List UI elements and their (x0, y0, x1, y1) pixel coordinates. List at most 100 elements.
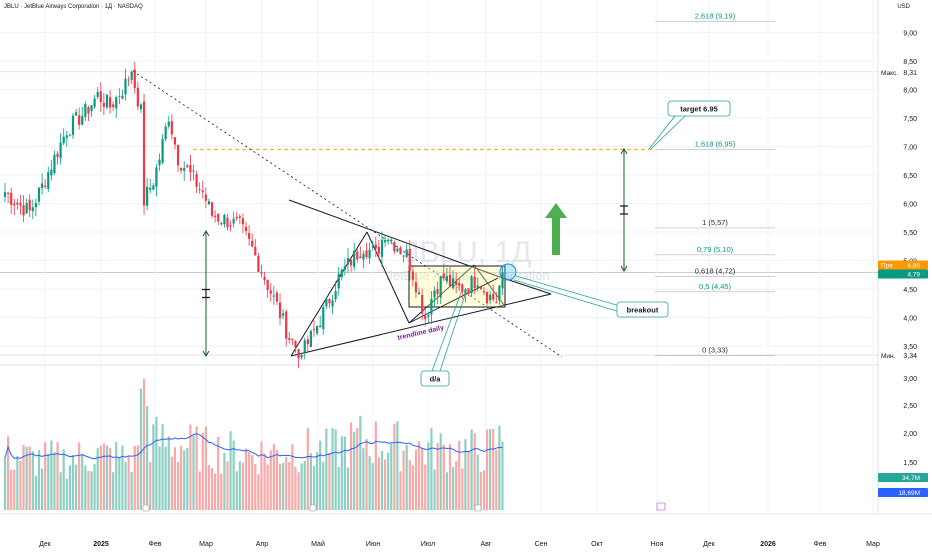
candle-body (108, 97, 112, 108)
volume-bar (269, 450, 272, 510)
volume-bar (248, 452, 251, 510)
min-label: Мин. (881, 353, 896, 360)
candle-body (158, 159, 161, 166)
time-tick-label: Фев (149, 541, 162, 548)
breakout-callout-text: breakout (627, 306, 659, 315)
time-axis-labels: Дек 2025 Фев Мар Апр Май Июн Июл Авг Сен Окт Ноя Дек… (39, 540, 880, 548)
candle-body (118, 96, 121, 98)
candle-body (368, 249, 371, 259)
drawing-tools[interactable] (132, 70, 628, 358)
fib-level-label: 2,618 (9,19) (695, 12, 736, 21)
price-scale-panel[interactable] (878, 0, 932, 514)
candle-body (470, 276, 473, 294)
volume-bar (37, 450, 41, 510)
consolidation-box[interactable] (408, 265, 506, 308)
candle-body (399, 247, 402, 254)
candle-body (312, 329, 316, 331)
candle-body (28, 199, 31, 211)
breakout-callout[interactable] (616, 301, 669, 318)
triangle-apex-line[interactable] (496, 275, 552, 295)
candle-body (365, 250, 368, 258)
zigzag-leg[interactable] (366, 231, 410, 324)
da-callout[interactable] (420, 370, 450, 387)
volume-bar (186, 447, 189, 510)
breakout-circle[interactable] (499, 263, 517, 281)
descending-trendline[interactable] (132, 70, 563, 358)
candle-body (81, 116, 84, 125)
candle-body (349, 259, 353, 266)
candle-body (359, 256, 362, 259)
candle-body (37, 187, 41, 202)
candle-body (146, 186, 149, 206)
watermark-symbol: JBLU, 1Д (404, 236, 531, 269)
volume-bar (198, 471, 201, 510)
triangle-lower-line[interactable] (290, 293, 552, 357)
target-callout-text: target 6.95 (680, 105, 718, 114)
volume-bar (118, 457, 121, 510)
candle-body (331, 300, 334, 307)
volume-bars (3, 378, 666, 512)
volume-bar (424, 464, 427, 510)
volume-bar (192, 435, 195, 510)
volume-bar (377, 457, 380, 510)
volume-bar (124, 461, 127, 510)
volume-bar (50, 440, 53, 510)
volume-bar (411, 465, 414, 510)
zigzag-leg[interactable] (290, 231, 368, 357)
target-callout[interactable] (667, 100, 731, 117)
candle-body (173, 137, 177, 145)
candle-body (229, 225, 232, 227)
candle-body (96, 92, 99, 97)
volume-bar (22, 444, 25, 510)
max-value: 8,31 (903, 70, 917, 77)
candle-body (25, 202, 28, 214)
candle-body (248, 232, 251, 239)
candle-body (74, 112, 78, 116)
candle-body (53, 154, 56, 174)
candle-body (136, 87, 139, 107)
candle-body (377, 246, 380, 254)
candle-body (6, 192, 10, 194)
time-tick-label: Апр (256, 541, 268, 548)
candle-body (291, 339, 294, 341)
candle-body (294, 341, 297, 348)
volume-bar (136, 445, 139, 510)
earnings-marker (309, 504, 317, 512)
volume-bar (19, 460, 22, 510)
time-tick-label: Фев (814, 541, 827, 548)
volume-bar (448, 444, 452, 510)
volume-bar (402, 450, 405, 510)
candle-body (204, 194, 207, 201)
candle-body (353, 250, 356, 267)
volume-bar (260, 441, 263, 510)
volume-bar (10, 469, 13, 510)
volume-bar (164, 446, 167, 510)
volume-bar (445, 472, 448, 510)
candle-body (455, 280, 458, 286)
volume-bar (282, 463, 285, 510)
fib-level-label: 1,618 (6,95) (695, 139, 736, 148)
candle-body (254, 246, 257, 256)
volume-bar (414, 449, 418, 510)
triangle-upper-line[interactable] (288, 199, 498, 277)
candle-body (328, 299, 331, 304)
bullish-arrow-icon (545, 203, 567, 255)
candle-body (235, 216, 238, 219)
volume-bar (16, 456, 19, 510)
fibonacci-extension[interactable]: 2,618 (9,19) 1,618 (6,95) 1 (5,57) 0,79 (5,… (193, 12, 775, 356)
volume-bar (152, 424, 155, 510)
volume-bar (291, 444, 294, 510)
volume-bar (25, 447, 28, 510)
volume-bar (464, 439, 467, 510)
candle-body (93, 98, 96, 107)
candle-body (214, 215, 217, 218)
measure-arrow-left-label-icon (202, 288, 210, 299)
volume-bar (349, 422, 353, 510)
currency-label: USD (897, 4, 910, 10)
volume-bar (266, 464, 269, 510)
measure-arrow-left-head-top (202, 230, 210, 237)
price-tick-label: 4,00 (903, 315, 917, 322)
inner-trendline[interactable] (408, 277, 499, 324)
volume-bar (254, 463, 257, 510)
